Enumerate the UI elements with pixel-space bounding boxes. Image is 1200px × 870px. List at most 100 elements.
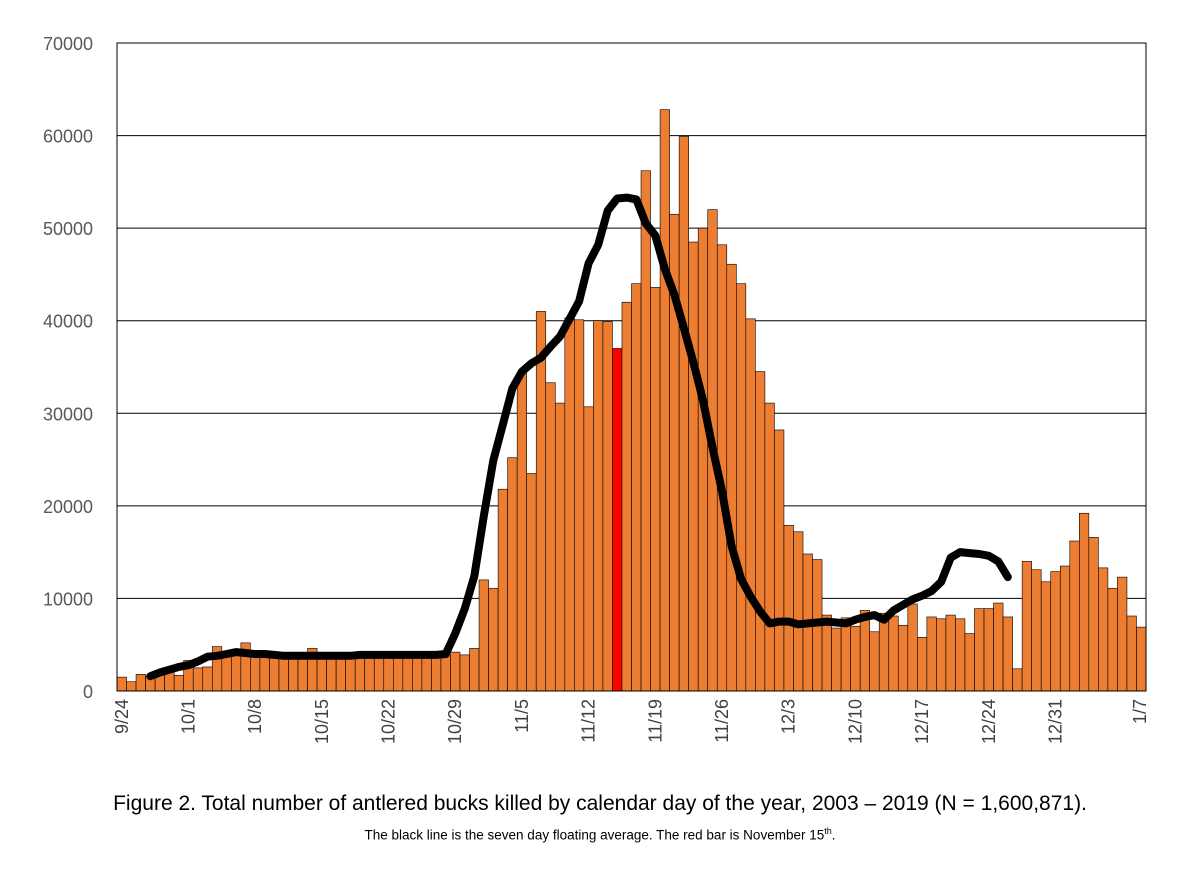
bar [1021,561,1032,692]
y-tick-label: 70000 [43,34,93,54]
bar [783,524,794,692]
bar [221,654,232,692]
bar [983,608,994,692]
figure-note-sup: th [824,826,832,836]
bar [917,637,928,692]
y-axis-tick-labels: 0 10000 20000 30000 40000 50000 60000 70000 [43,34,93,702]
x-tick-label: 1/7 [1130,699,1150,724]
bar [364,654,375,692]
bar [231,653,242,692]
bar [497,488,508,692]
bar [421,655,432,692]
bar [640,170,651,692]
bar [259,653,270,692]
bar [888,615,899,692]
bar [459,654,470,692]
bar [869,631,880,692]
y-tick-label: 60000 [43,127,93,147]
y-tick-label: 30000 [43,404,93,424]
x-tick-label: 12/24 [979,699,999,744]
bar [602,321,613,692]
x-tick-label: 11/5 [512,699,532,733]
x-tick-label: 11/26 [712,699,732,743]
x-tick-label: 10/22 [379,699,399,744]
chart-area: 0 10000 20000 30000 40000 50000 60000 70000 9/2… [43,34,1150,744]
bar [354,654,366,692]
bar [478,579,489,692]
bar [1107,587,1118,692]
bar [116,676,127,692]
bar [1012,668,1023,692]
bar [574,319,585,692]
bar [1126,615,1137,692]
y-tick-label: 50000 [43,219,93,239]
x-tick-label: 12/31 [1046,699,1066,744]
bar [697,227,709,692]
bar [345,654,356,692]
bar [288,656,299,692]
bar [316,654,327,692]
bar [755,371,766,692]
bar [583,406,594,692]
y-tick-label: 20000 [43,497,93,517]
bar [1031,569,1042,692]
bar [507,457,518,692]
bar [774,429,785,692]
x-tick-label: 10/1 [179,699,199,734]
bar [1059,565,1071,692]
bar [859,610,870,692]
bar [535,311,547,692]
seven-day-average-line [146,193,1012,681]
x-tick-label: 12/17 [912,699,932,744]
bar [1088,537,1099,692]
bar [516,373,527,692]
bar [945,614,956,692]
bar [278,655,289,692]
bar [878,612,890,692]
x-tick-label: 10/15 [312,699,332,744]
bar [297,655,308,692]
bar [1098,567,1109,692]
bar [745,318,756,692]
bars [116,109,1147,692]
bar [764,402,775,692]
bar [135,674,146,692]
figure-note-text: The black line is the seven day floating… [364,827,825,843]
bar [402,653,413,692]
bar [450,651,461,692]
x-tick-label: 12/3 [779,699,799,734]
x-axis-tick-labels: 9/24 10/1 10/8 10/15 10/22 10/29 11/5 11/12 11/1… [112,699,1150,744]
bar [173,674,184,692]
figure-note-end: . [831,827,836,843]
bar [383,653,394,692]
bar [554,402,566,692]
bar [545,382,556,692]
bar [126,681,137,692]
bar [373,655,385,692]
bar [431,654,442,692]
figure-caption: Figure 2. Total number of antlered bucks… [113,792,1087,815]
bar [631,283,642,692]
x-tick-label: 11/19 [645,699,665,743]
bar [726,263,737,692]
bar [1040,581,1052,692]
bar [412,654,423,692]
bar [793,531,804,692]
bar [621,301,632,692]
bar [326,654,337,692]
bar [335,654,346,692]
x-tick-label: 10/8 [245,699,265,734]
x-tick-label: 9/24 [112,699,132,734]
bar [964,633,975,692]
y-tick-label: 10000 [43,589,93,609]
plot-frame [116,42,1147,692]
bar [831,627,842,692]
bar [993,602,1004,692]
highlight-bar [612,348,623,692]
bar [936,618,947,692]
bar [955,618,966,692]
bar [192,667,204,692]
bar [926,616,937,692]
bar [1117,576,1128,692]
bar [202,666,213,692]
